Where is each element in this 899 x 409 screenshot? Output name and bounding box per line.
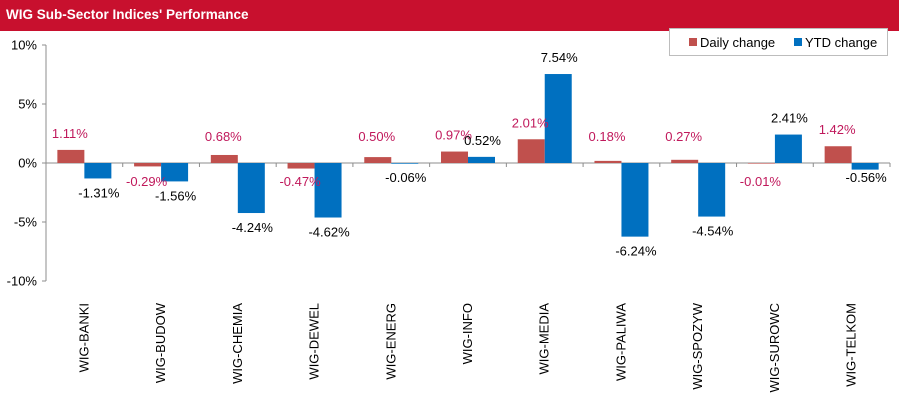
chart-title: WIG Sub-Sector Indices' Performance (6, 7, 249, 22)
bar-ytd-change (161, 163, 189, 182)
bar-ytd-change (391, 163, 419, 164)
data-label-daily: -0.29% (126, 174, 168, 189)
bar-daily-change (57, 149, 85, 163)
legend-label-ytd: YTD change (805, 35, 878, 50)
data-label-ytd: -6.24% (615, 244, 657, 259)
y-tick-label: -5% (14, 215, 38, 230)
chart-title-bar: WIG Sub-Sector Indices' Performance (0, 0, 899, 31)
x-category-label: WIG-MEDIA (537, 303, 552, 375)
data-label-ytd: -4.62% (308, 225, 350, 240)
data-label-daily: 0.50% (358, 129, 395, 144)
bar-daily-change (594, 160, 622, 163)
data-label-daily: -0.01% (740, 174, 782, 189)
x-category-label: WIG-ENERG (383, 303, 398, 380)
data-label-ytd: -0.56% (846, 170, 888, 185)
legend-label-daily: Daily change (700, 35, 776, 50)
data-label-ytd: -1.31% (78, 185, 120, 200)
bar-ytd-change (851, 163, 879, 170)
data-label-ytd: -4.24% (232, 220, 274, 235)
data-label-daily: 2.01% (512, 115, 549, 130)
data-label-daily: 0.97% (435, 128, 472, 143)
bar-daily-change (441, 151, 468, 163)
legend-swatch-daily (689, 38, 697, 46)
title-divider (0, 31, 899, 33)
bar-ytd-change (237, 163, 265, 214)
x-category-label: WIG-SUROWC (767, 303, 782, 393)
data-label-daily: 1.11% (52, 126, 88, 141)
legend-swatch-ytd (794, 38, 802, 46)
x-category-label: WIG-DEWEL (307, 303, 322, 380)
x-category-label: WIG-TELKOM (844, 303, 859, 387)
data-label-daily: 0.18% (589, 129, 626, 144)
bar-daily-change (824, 146, 852, 163)
bar-ytd-change (468, 156, 495, 163)
bar-daily-change (134, 163, 162, 167)
data-label-daily: 0.68% (205, 129, 242, 144)
data-label-daily: 1.42% (819, 122, 856, 137)
bar-daily-change (287, 163, 315, 169)
x-category-label: WIG-BUDOW (153, 302, 168, 383)
chart-legend: Daily change YTD change (669, 28, 888, 56)
bar-daily-change (517, 139, 545, 163)
bar-ytd-change (84, 163, 112, 179)
bar-daily-change (364, 157, 392, 163)
data-label-daily: -0.47% (279, 174, 321, 189)
bar-daily-change (210, 154, 238, 163)
bar-ytd-change (621, 163, 649, 237)
data-label-ytd: -1.56% (155, 188, 197, 203)
y-tick-label: 10% (11, 38, 37, 53)
y-tick-label: 0% (18, 156, 37, 171)
bar-daily-change (671, 159, 699, 163)
bar-ytd-change (544, 74, 572, 163)
bar-ytd-change (774, 134, 802, 163)
y-tick-label: 5% (18, 97, 37, 112)
y-tick-label: -10% (7, 274, 38, 289)
data-label-ytd: 7.54% (541, 50, 578, 65)
x-category-label: WIG-INFO (460, 303, 475, 364)
bar-ytd-change (698, 163, 726, 217)
bar-ytd-change (314, 163, 342, 218)
data-label-daily: 0.27% (665, 129, 702, 144)
x-category-label: WIG-PALIWA (613, 303, 628, 381)
x-category-label: WIG-BANKI (76, 303, 91, 372)
data-label-ytd: -0.06% (385, 170, 427, 185)
data-label-ytd: 0.52% (464, 133, 501, 148)
data-label-ytd: 2.41% (771, 111, 808, 126)
bar-daily-change (747, 163, 775, 164)
x-category-label: WIG-CHEMIA (230, 303, 245, 384)
x-category-label: WIG-SPOZYW (690, 302, 705, 389)
data-label-ytd: -4.54% (692, 224, 734, 239)
